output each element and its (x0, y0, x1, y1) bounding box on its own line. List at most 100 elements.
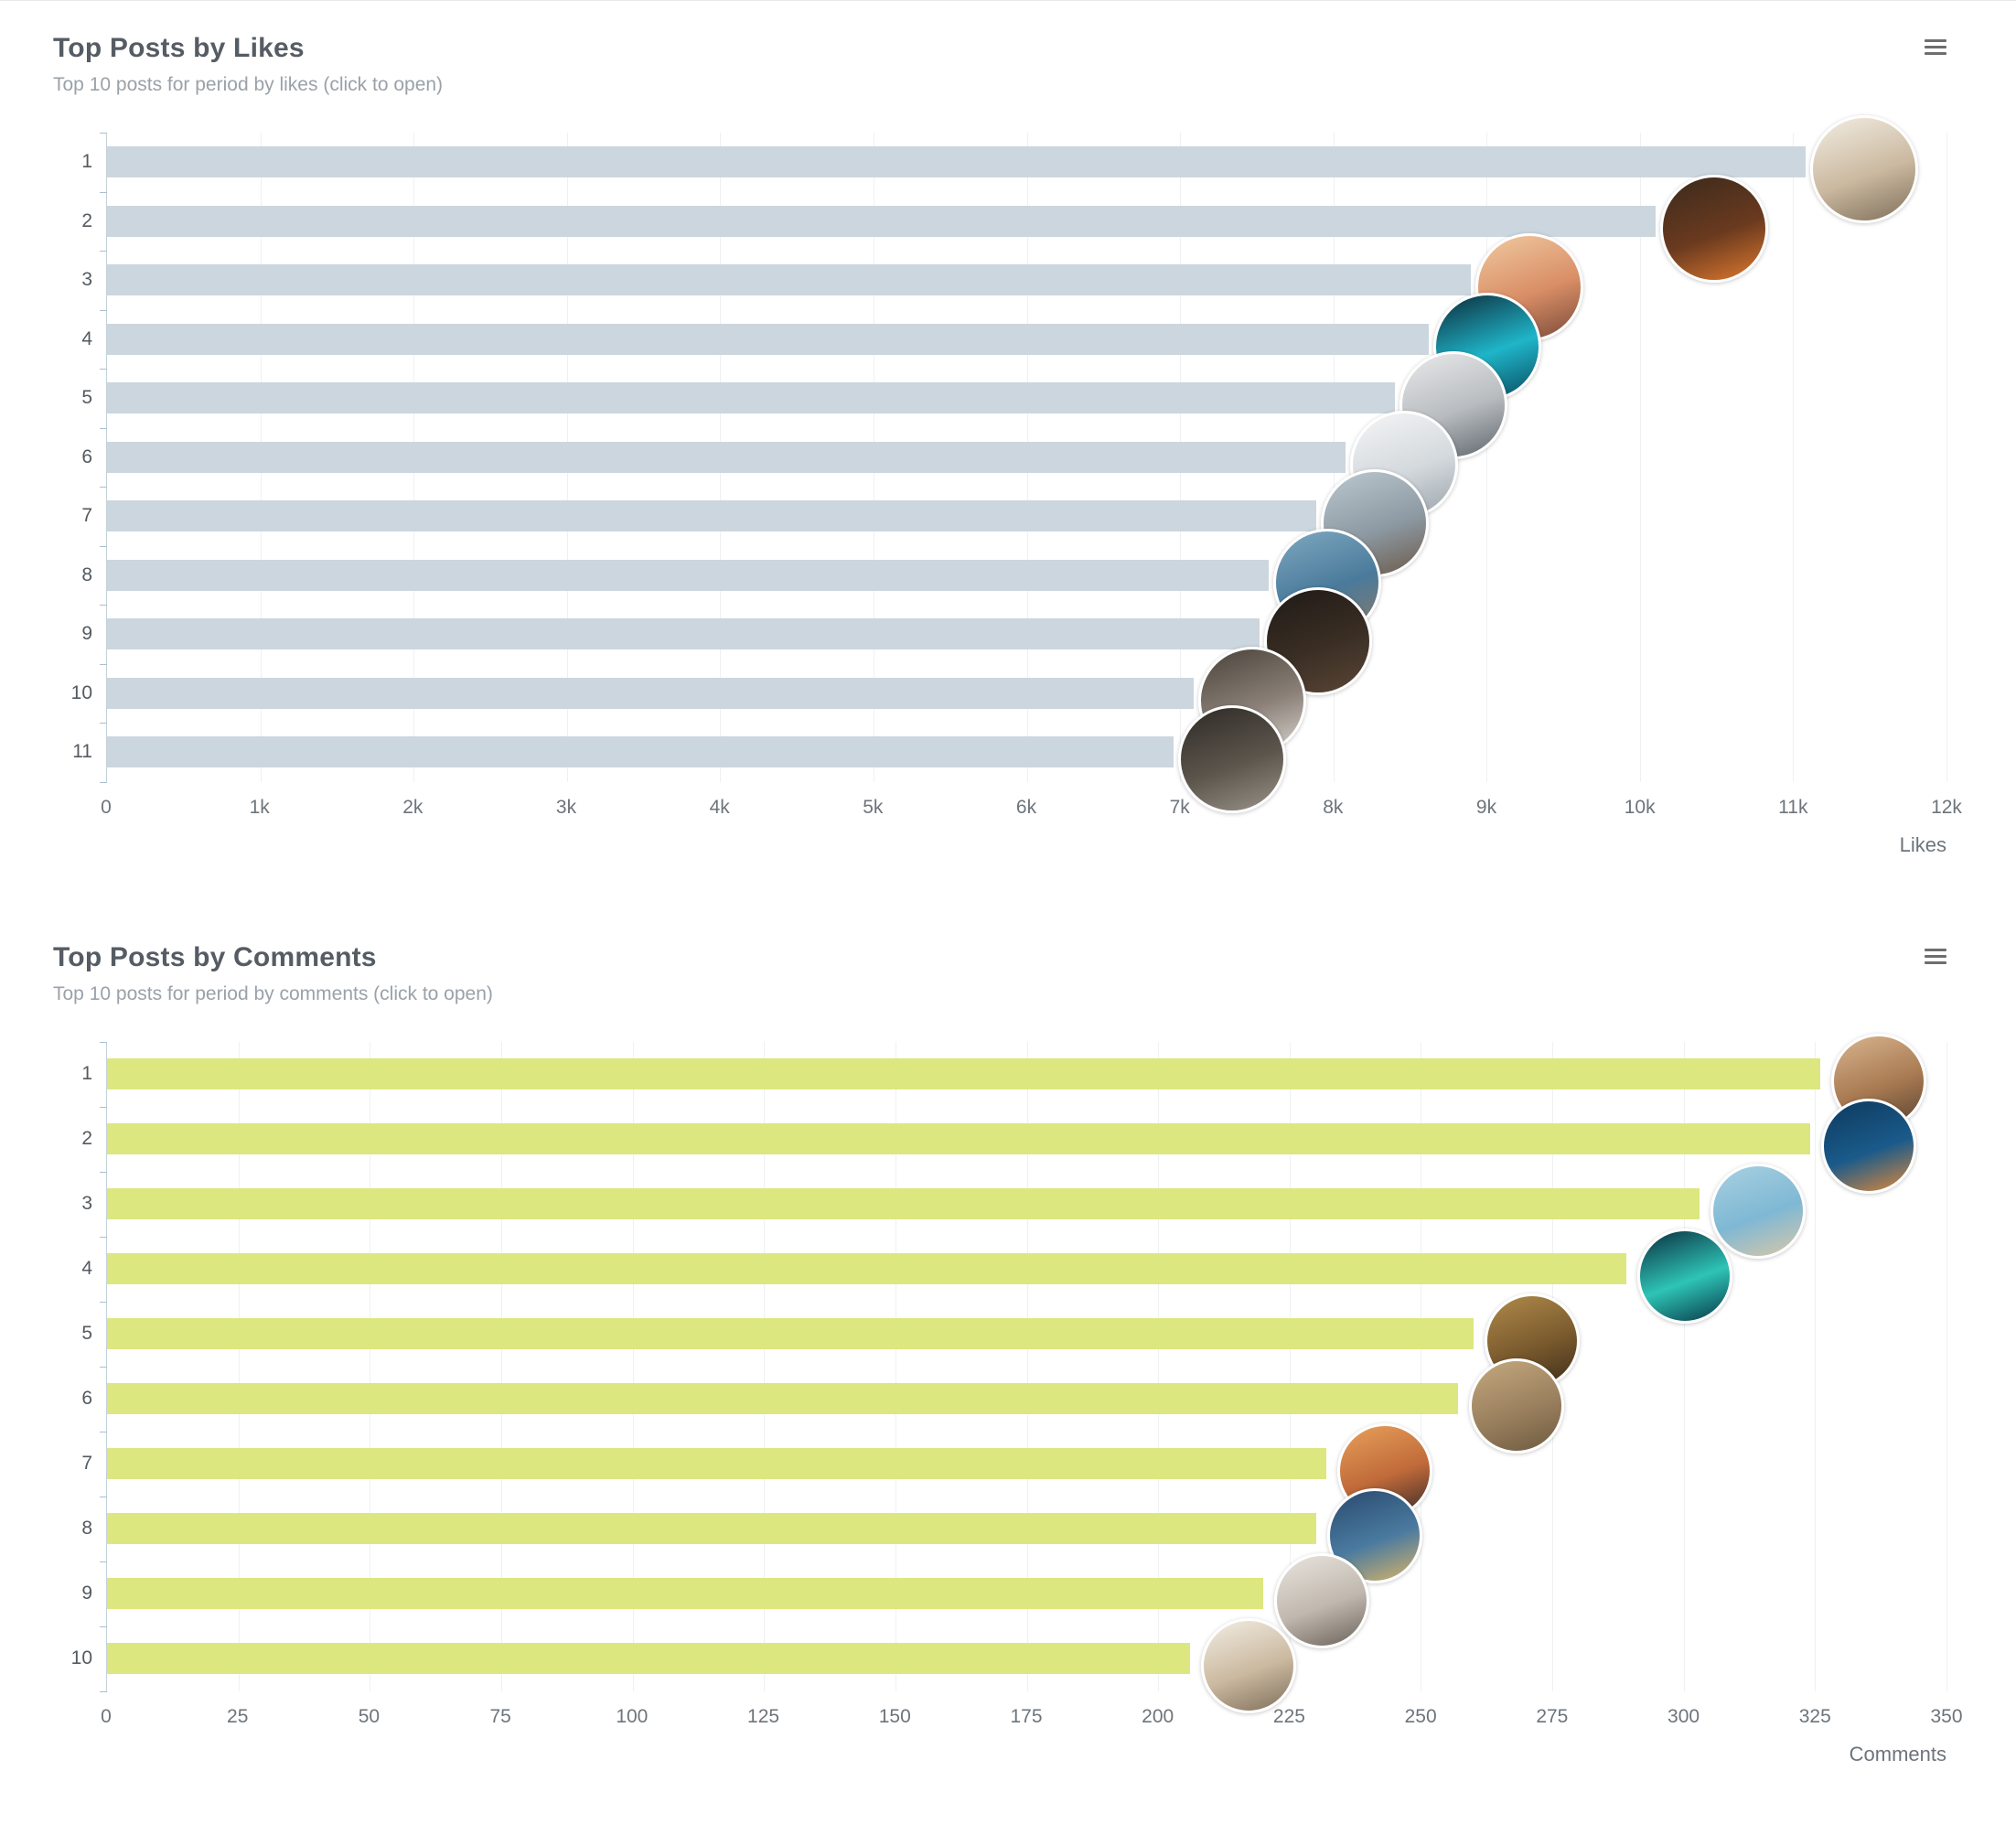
tent-interior-photo-avatar[interactable] (1200, 1618, 1296, 1713)
y-axis-tick (100, 1171, 107, 1173)
post-bar[interactable] (107, 677, 1195, 709)
x-tick-label: 100 (616, 1705, 649, 1727)
post-bar[interactable] (107, 146, 1806, 178)
bar-row: 5 (81, 369, 1946, 428)
x-tick-label: 50 (358, 1705, 381, 1727)
post-bar[interactable] (107, 1383, 1458, 1414)
bar-row: 9 (81, 605, 1946, 664)
campfire-night-photo-avatar[interactable] (1659, 174, 1768, 283)
post-bar[interactable] (107, 323, 1429, 355)
post-bar[interactable] (107, 1513, 1316, 1544)
bar-row: 6 (81, 1367, 1946, 1432)
chart-subtitle: Top 10 posts for period by comments (cli… (53, 982, 493, 1004)
gridline (1289, 1041, 1291, 1691)
hamburger-menu-icon[interactable] (1925, 941, 1946, 968)
post-bar[interactable] (107, 1253, 1626, 1284)
y-axis-tick (100, 369, 107, 370)
x-axis-title: Likes (1899, 832, 1946, 856)
x-tick-label: 125 (747, 1705, 780, 1727)
aurora-green-photo-avatar[interactable] (1636, 1229, 1732, 1324)
x-axis-title: Comments (1849, 1742, 1946, 1765)
bar-row: 10 (71, 1626, 1946, 1691)
gridline (1486, 133, 1488, 782)
gridline (764, 1041, 766, 1691)
y-axis-tick (100, 545, 107, 547)
snow-jumper-photo-avatar[interactable] (1274, 1553, 1370, 1648)
chart-container: 1 2 3 4 5 6 7 8 9 10 0 25 50 75 100 125 150 175 200 225 250… (71, 1034, 1963, 1766)
cappadocia-path-photo-avatar[interactable] (1468, 1358, 1564, 1454)
y-axis-tick (100, 1106, 107, 1108)
bar-row: 3 (81, 251, 1946, 310)
x-tick-label: 300 (1667, 1705, 1700, 1727)
category-label: 8 (81, 563, 92, 585)
x-tick-label: 75 (489, 1705, 511, 1727)
dark-ridge-photo-avatar[interactable] (1178, 705, 1287, 814)
y-axis-tick (100, 487, 107, 488)
chart-container: 1 2 3 4 5 6 7 8 9 10 11 0 1k 2k 3k 4k 5k 6k 7k 8k 9k 10k 11k 1… (71, 115, 1962, 857)
post-bar[interactable] (107, 736, 1174, 768)
bar-row: 7 (81, 1432, 1946, 1497)
x-tick-label: 175 (1010, 1705, 1043, 1727)
x-tick-label: 5k (863, 796, 884, 818)
post-bar[interactable] (107, 618, 1260, 650)
category-label: 3 (81, 1193, 92, 1214)
y-axis-tick (100, 781, 107, 783)
gridline (500, 1041, 502, 1691)
post-bar[interactable] (107, 1448, 1326, 1479)
post-bar[interactable] (107, 1318, 1474, 1349)
comments-chart-panel: Top Posts by Comments Top 10 posts for p… (0, 917, 2016, 1766)
post-bar[interactable] (107, 1058, 1821, 1089)
x-tick-label: 12k (1931, 796, 1962, 818)
post-bar[interactable] (107, 205, 1656, 237)
post-bar[interactable] (107, 500, 1317, 532)
post-bar[interactable] (107, 1188, 1700, 1219)
post-bar[interactable] (107, 264, 1472, 296)
post-bar[interactable] (107, 382, 1395, 414)
bar-row: 2 (81, 192, 1946, 252)
gridline (1026, 1041, 1028, 1691)
x-tick-label: 2k (402, 796, 424, 818)
gridline (238, 1041, 240, 1691)
category-label: 7 (81, 505, 92, 527)
bar-row: 1 (81, 133, 1946, 192)
bar-row: 2 (81, 1107, 1946, 1172)
x-tick-label: 275 (1536, 1705, 1569, 1727)
blue-pier-sunset-photo-avatar[interactable] (1820, 1099, 1916, 1194)
category-label: 10 (70, 681, 92, 703)
y-axis-tick (100, 191, 107, 193)
hamburger-menu-icon[interactable] (1925, 32, 1946, 59)
post-bar[interactable] (107, 441, 1346, 473)
chart-subtitle: Top 10 posts for period by likes (click … (53, 74, 444, 95)
panel-header: Top Posts by Likes Top 10 posts for peri… (53, 32, 1946, 96)
category-label: 2 (81, 209, 92, 231)
bar-row: 11 (72, 723, 1946, 782)
category-label: 5 (81, 1323, 92, 1344)
gridline (1683, 1041, 1685, 1691)
post-bar[interactable] (107, 1578, 1264, 1609)
gridline (1946, 1041, 1947, 1691)
likes-chart-panel: Top Posts by Likes Top 10 posts for peri… (0, 8, 2016, 857)
post-bar[interactable] (107, 1643, 1190, 1674)
x-tick-label: 225 (1272, 1705, 1305, 1727)
chart-title: Top Posts by Comments (53, 941, 377, 972)
category-label: 9 (81, 623, 92, 645)
analytics-page: Top Posts by Likes Top 10 posts for peri… (0, 0, 2016, 1766)
y-axis-tick (100, 427, 107, 429)
y-axis-tick (100, 251, 107, 252)
bar-row: 8 (81, 546, 1946, 606)
bar-row: 10 (71, 664, 1946, 724)
gridline (1815, 1041, 1817, 1691)
y-axis-tick (100, 133, 107, 134)
x-tick-label: 3k (555, 796, 577, 818)
x-tick-label: 7k (1169, 796, 1190, 818)
panel-heading-block: Top Posts by Likes Top 10 posts for peri… (53, 32, 443, 96)
panel-header: Top Posts by Comments Top 10 posts for p… (53, 941, 1946, 1005)
x-tick-label: 4k (709, 796, 730, 818)
post-bar[interactable] (107, 1123, 1810, 1154)
beach-horse-photo-avatar[interactable] (1710, 1164, 1806, 1259)
post-bar[interactable] (107, 559, 1270, 591)
category-label: 4 (81, 327, 92, 349)
category-label: 6 (81, 445, 92, 467)
tent-interior-photo-avatar[interactable] (1809, 115, 1918, 224)
y-axis-tick (100, 1366, 107, 1368)
